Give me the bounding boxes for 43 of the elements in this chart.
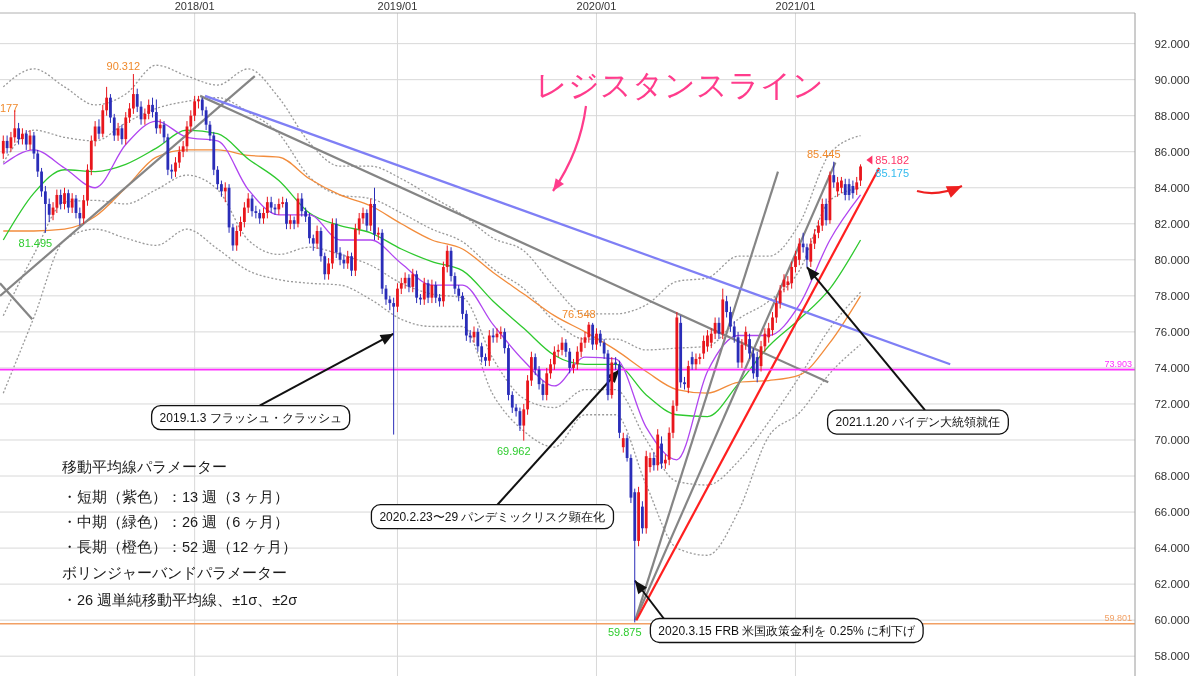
annotation: ・中期（緑色）：26 週（6 ヶ月）	[62, 514, 290, 530]
y-tick-label: 70.000	[1154, 433, 1190, 446]
annotation: 76.548	[561, 308, 596, 321]
annotation: 59.875	[607, 626, 642, 639]
annotation: 177	[0, 102, 19, 114]
annotation: 85.182	[875, 153, 910, 166]
y-tick-label: 64.000	[1154, 542, 1190, 555]
ref-line-label: 59.801	[1104, 612, 1132, 623]
annotation: ・長期（橙色）：52 週（12 ヶ月）	[62, 539, 298, 555]
ref-line-label: 73.903	[1104, 358, 1132, 369]
annotation: 2021.1.20 バイデン大統領就任	[835, 415, 1001, 430]
y-tick-label: 86.000	[1154, 145, 1190, 158]
y-tick-label: 58.000	[1154, 650, 1190, 663]
annotation: 81.495	[18, 236, 53, 249]
annotation: ボリンジャーバンドパラメーター	[62, 565, 287, 581]
annotation: 2020.3.15 FRB 米国政策金利を 0.25% に利下げ	[658, 623, 917, 638]
y-tick-label: 66.000	[1154, 506, 1190, 519]
x-tick-label: 2019/01	[377, 0, 418, 12]
y-tick-label: 76.000	[1154, 325, 1190, 338]
annotation: 69.962	[496, 444, 531, 457]
y-tick-label: 90.000	[1154, 73, 1190, 86]
x-tick-label: 2018/01	[174, 0, 215, 12]
x-tick-label: 2020/01	[576, 0, 617, 12]
y-tick-label: 84.000	[1154, 181, 1190, 194]
annotation: レジスタンスライン	[536, 68, 824, 103]
annotation: 移動平均線パラメーター	[62, 459, 227, 475]
y-tick-label: 92.000	[1154, 37, 1190, 50]
annotation: 2020.2.23〜29 パンデミックリスク顕在化	[379, 510, 606, 525]
annotation: ・短期（紫色）：13 週（3 ヶ月）	[62, 489, 290, 505]
y-tick-label: 80.000	[1154, 253, 1190, 266]
y-tick-label: 68.000	[1154, 470, 1190, 483]
y-tick-label: 78.000	[1154, 289, 1190, 302]
y-tick-label: 60.000	[1154, 614, 1190, 627]
y-tick-label: 82.000	[1154, 217, 1190, 230]
annotation: ・26 週単純移動平均線、±1σ、±2σ	[62, 592, 298, 608]
y-tick-label: 72.000	[1154, 397, 1190, 410]
annotation: 85.445	[806, 147, 841, 160]
y-tick-label: 88.000	[1154, 109, 1190, 122]
annotation: 90.312	[106, 60, 141, 73]
y-tick-label: 74.000	[1154, 361, 1190, 374]
annotation: 2019.1.3 フラッシュ・クラッシュ	[159, 410, 342, 425]
y-tick-label: 62.000	[1154, 578, 1190, 591]
x-tick-label: 2021/01	[775, 0, 816, 12]
